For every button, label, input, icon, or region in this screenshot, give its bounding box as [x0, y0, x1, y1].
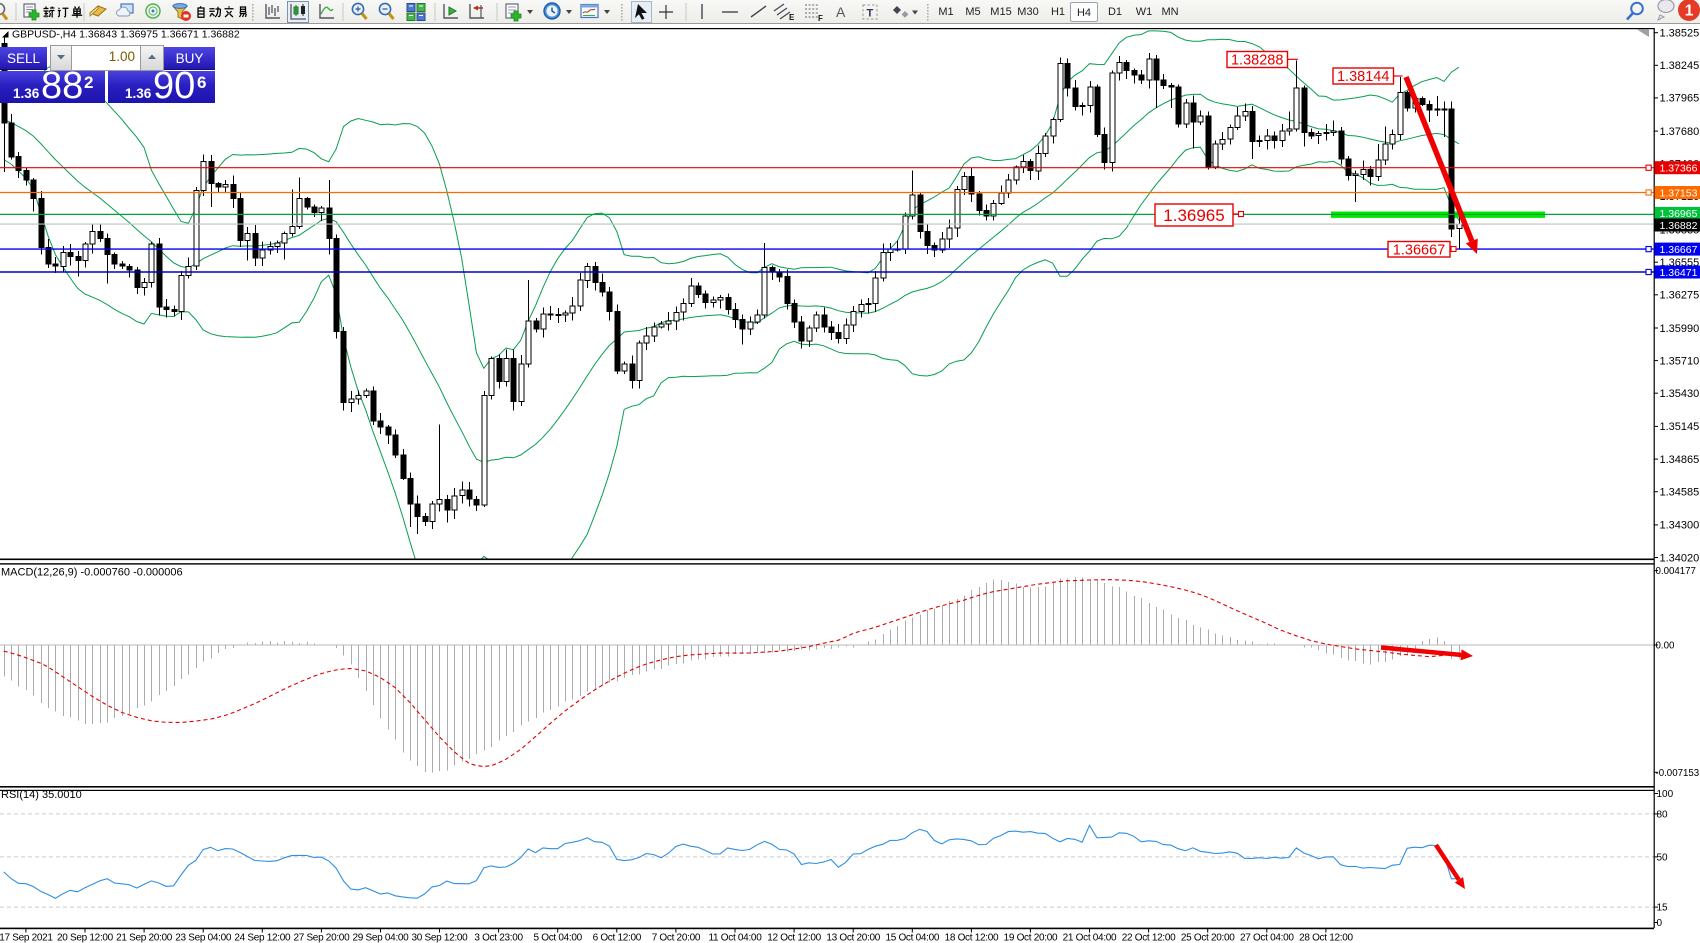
svg-text:15 Oct 04:00: 15 Oct 04:00: [885, 933, 939, 943]
svg-text:1.36965: 1.36965: [1163, 206, 1224, 225]
svg-text:21 Sep 20:00: 21 Sep 20:00: [116, 933, 173, 943]
svg-text:20 Sep 12:00: 20 Sep 12:00: [57, 933, 114, 943]
svg-text:5 Oct 04:00: 5 Oct 04:00: [533, 933, 582, 943]
svg-text:23 Sep 04:00: 23 Sep 04:00: [175, 933, 232, 943]
svg-text:1.35710: 1.35710: [1660, 355, 1700, 367]
svg-text:1.36471: 1.36471: [1660, 267, 1698, 279]
svg-text:18 Oct 12:00: 18 Oct 12:00: [945, 933, 999, 943]
svg-text:1.38144: 1.38144: [1337, 69, 1389, 85]
svg-text:24 Sep 12:00: 24 Sep 12:00: [234, 933, 291, 943]
svg-text:1.34300: 1.34300: [1660, 520, 1700, 532]
svg-text:1.38288: 1.38288: [1231, 53, 1283, 69]
svg-text:1.37965: 1.37965: [1660, 93, 1700, 105]
svg-text:1.34020: 1.34020: [1660, 552, 1700, 564]
svg-text:0.00: 0.00: [1656, 641, 1675, 652]
svg-text:12 Oct 12:00: 12 Oct 12:00: [767, 933, 821, 943]
svg-text:F: F: [818, 14, 823, 23]
svg-text:19 Oct 20:00: 19 Oct 20:00: [1004, 933, 1058, 943]
svg-text:RSI(14) 35.0010: RSI(14) 35.0010: [1, 789, 82, 801]
svg-text:MACD(12,26,9) -0.000760 -0.000: MACD(12,26,9) -0.000760 -0.000006: [1, 567, 183, 579]
svg-text:1.35990: 1.35990: [1660, 323, 1700, 335]
svg-text:1.36965: 1.36965: [1660, 208, 1698, 220]
svg-text:6 Oct 12:00: 6 Oct 12:00: [593, 933, 642, 943]
svg-text:1.37366: 1.37366: [1660, 163, 1698, 175]
svg-text:A: A: [836, 4, 846, 20]
svg-text:1.37153: 1.37153: [1660, 187, 1698, 199]
svg-text:E: E: [789, 13, 795, 22]
svg-text:27 Sep 20:00: 27 Sep 20:00: [293, 933, 350, 943]
svg-text:17 Sep 2021: 17 Sep 2021: [0, 933, 53, 943]
svg-text:1.36275: 1.36275: [1660, 290, 1700, 302]
svg-text:1.37680: 1.37680: [1660, 126, 1700, 138]
svg-text:22 Oct 12:00: 22 Oct 12:00: [1122, 933, 1176, 943]
svg-text:13 Oct 20:00: 13 Oct 20:00: [826, 933, 880, 943]
svg-text:100: 100: [1657, 789, 1674, 800]
svg-text:1.34585: 1.34585: [1660, 487, 1700, 499]
svg-text:11 Oct 04:00: 11 Oct 04:00: [709, 933, 763, 943]
svg-text:30 Sep 12:00: 30 Sep 12:00: [412, 933, 469, 943]
svg-text:7 Oct 20:00: 7 Oct 20:00: [652, 933, 701, 943]
svg-text:1.36667: 1.36667: [1393, 243, 1445, 259]
svg-text:1.38525: 1.38525: [1660, 28, 1700, 40]
svg-text:50: 50: [1657, 853, 1669, 864]
svg-text:-0.007153: -0.007153: [1656, 768, 1700, 779]
svg-text:1.36882: 1.36882: [1660, 220, 1698, 232]
svg-text:1.35145: 1.35145: [1660, 421, 1700, 433]
svg-text:28 Oct 12:00: 28 Oct 12:00: [1299, 933, 1353, 943]
svg-text:0.004177: 0.004177: [1656, 566, 1696, 577]
svg-text:T: T: [867, 8, 874, 20]
svg-text:27 Oct 04:00: 27 Oct 04:00: [1240, 933, 1294, 943]
svg-text:GBPUSD-,H4 1.36843 1.36975 1.: GBPUSD-,H4 1.36843 1.36975 1.36671 1.368…: [12, 28, 240, 40]
svg-text:1.36667: 1.36667: [1660, 244, 1698, 256]
svg-text:29 Sep 04:00: 29 Sep 04:00: [353, 933, 410, 943]
svg-text:80: 80: [1657, 810, 1669, 821]
svg-text:1.38245: 1.38245: [1660, 60, 1700, 72]
svg-text:1.35430: 1.35430: [1660, 388, 1700, 400]
svg-text:1.34865: 1.34865: [1660, 454, 1700, 466]
svg-text:0: 0: [1657, 918, 1663, 929]
svg-text:3 Oct 23:00: 3 Oct 23:00: [474, 933, 523, 943]
svg-text:25 Oct 20:00: 25 Oct 20:00: [1181, 933, 1235, 943]
svg-text:15: 15: [1657, 903, 1669, 914]
svg-text:1: 1: [1685, 3, 1694, 20]
svg-text:21 Oct 04:00: 21 Oct 04:00: [1063, 933, 1117, 943]
